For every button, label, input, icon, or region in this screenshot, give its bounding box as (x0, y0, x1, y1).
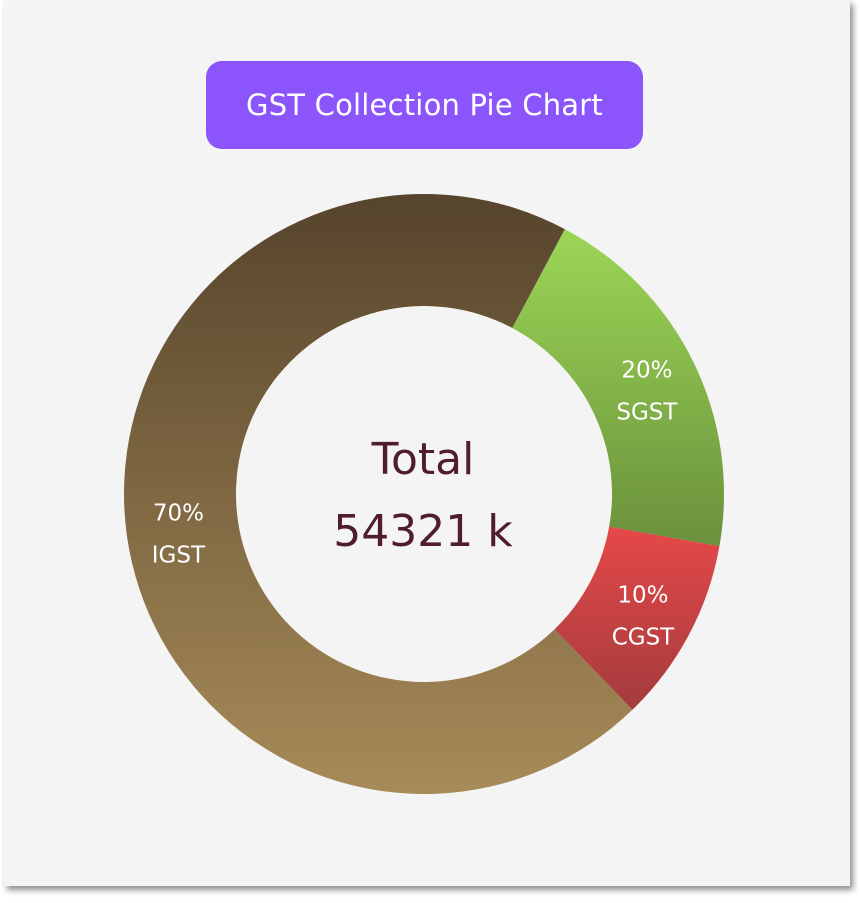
slice-igst (123, 194, 633, 795)
slice-label-sgst: SGST (616, 399, 678, 425)
slice-percent-igst: 70% (153, 501, 204, 527)
labels-group: 20% SGST 10% CGST 70% IGST (152, 357, 679, 650)
slices-group (123, 194, 724, 795)
slice-cgst (554, 526, 720, 710)
slice-label-cgst: CGST (612, 624, 675, 650)
slice-label-igst: IGST (152, 543, 206, 569)
center-label-total: Total (371, 434, 475, 485)
chart-title: GST Collection Pie Chart (206, 61, 643, 149)
center-label-value: 54321 k (333, 506, 513, 557)
slice-percent-sgst: 20% (621, 357, 672, 383)
slice-sgst (512, 229, 724, 547)
slice-percent-cgst: 10% (617, 582, 668, 608)
